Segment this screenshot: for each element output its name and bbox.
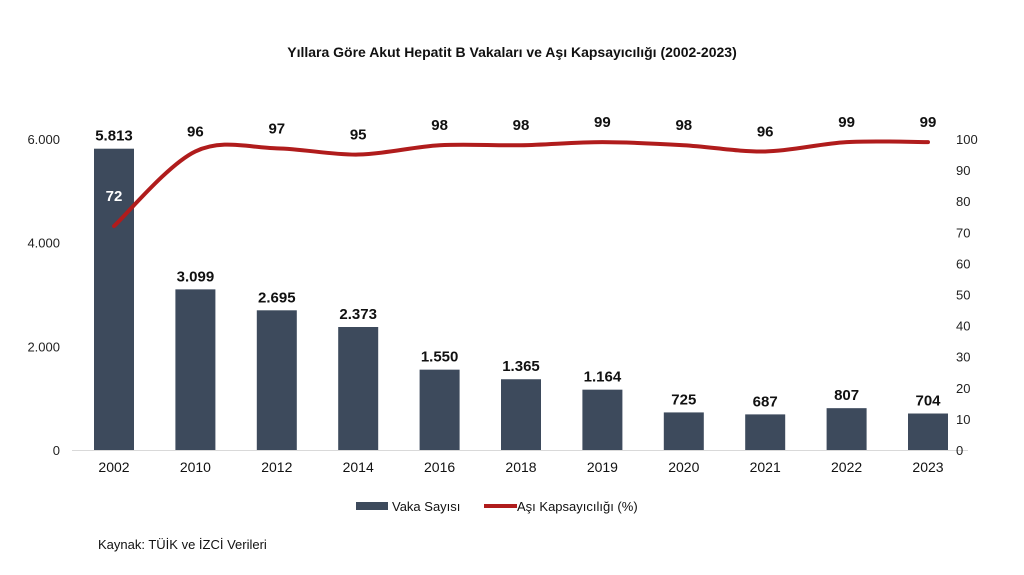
right-tick-label: 80: [956, 194, 970, 209]
bar-value-label: 5.813: [95, 128, 133, 145]
x-tick-label: 2023: [912, 459, 943, 475]
x-tick-label: 2020: [668, 459, 699, 475]
line-value-label: 98: [431, 117, 448, 134]
bar: [175, 289, 216, 450]
bar: [582, 389, 623, 450]
right-tick-label: 40: [956, 319, 970, 334]
bar: [94, 148, 134, 450]
bar-value-label: 1.164: [584, 369, 622, 386]
bar: [908, 413, 948, 450]
legend-label-line: Aşı Kapsayıcılığı (%): [517, 499, 638, 514]
legend-label-bars: Vaka Sayısı: [392, 499, 460, 514]
bar: [256, 310, 297, 450]
bar-value-label: 807: [834, 387, 859, 404]
line-value-label: 95: [350, 127, 367, 144]
bar: [338, 326, 379, 450]
x-tick-label: 2022: [831, 459, 862, 475]
right-tick-label: 90: [956, 163, 970, 178]
x-tick-label: 2021: [750, 459, 781, 475]
right-tick-label: 20: [956, 381, 970, 396]
x-tick-label: 2002: [98, 459, 129, 475]
right-tick-label: 50: [956, 288, 970, 303]
legend-swatch-bars: [356, 502, 388, 510]
bar-value-label: 704: [915, 393, 941, 410]
bar: [419, 369, 460, 450]
left-tick-label: 4.000: [27, 236, 60, 251]
bar-value-label: 2.695: [258, 289, 296, 306]
line-value-label: 96: [187, 123, 204, 140]
left-tick-label: 6.000: [27, 132, 60, 147]
right-tick-label: 10: [956, 412, 970, 427]
bar-value-label: 2.373: [339, 306, 377, 323]
line-value-label: 96: [757, 123, 774, 140]
line-value-label: 98: [513, 117, 530, 134]
right-tick-label: 30: [956, 350, 970, 365]
line-value-label: 98: [675, 117, 692, 134]
bar-value-label: 1.365: [502, 358, 540, 375]
line-value-label: 99: [838, 114, 855, 131]
x-tick-label: 2012: [261, 459, 292, 475]
x-tick-label: 2014: [343, 459, 374, 475]
chart-title: Yıllara Göre Akut Hepatit B Vakaları ve …: [287, 44, 737, 60]
x-tick-label: 2010: [180, 459, 211, 475]
coverage-line: [112, 139, 930, 229]
bar: [826, 408, 867, 450]
bar-value-label: 3.099: [177, 268, 215, 285]
source-note: Kaynak: TÜİK ve İZCİ Verileri: [98, 537, 267, 552]
x-tick-label: 2016: [424, 459, 455, 475]
right-tick-label: 60: [956, 256, 970, 271]
left-tick-label: 0: [53, 443, 60, 458]
x-tick-label: 2019: [587, 459, 618, 475]
bar: [663, 412, 704, 450]
left-tick-label: 2.000: [27, 339, 60, 354]
bar-value-label: 725: [671, 391, 696, 408]
bar: [501, 379, 541, 450]
line-value-label: 72: [106, 188, 123, 205]
bar-value-label: 687: [753, 393, 778, 410]
line-value-label: 99: [920, 114, 937, 131]
right-tick-label: 70: [956, 225, 970, 240]
x-tick-label: 2018: [505, 459, 536, 475]
right-tick-label: 100: [956, 132, 978, 147]
bar: [745, 414, 786, 450]
bar-value-label: 1.550: [421, 349, 459, 366]
right-tick-label: 0: [956, 443, 963, 458]
line-value-label: 99: [594, 114, 611, 131]
line-value-label: 97: [268, 120, 285, 137]
